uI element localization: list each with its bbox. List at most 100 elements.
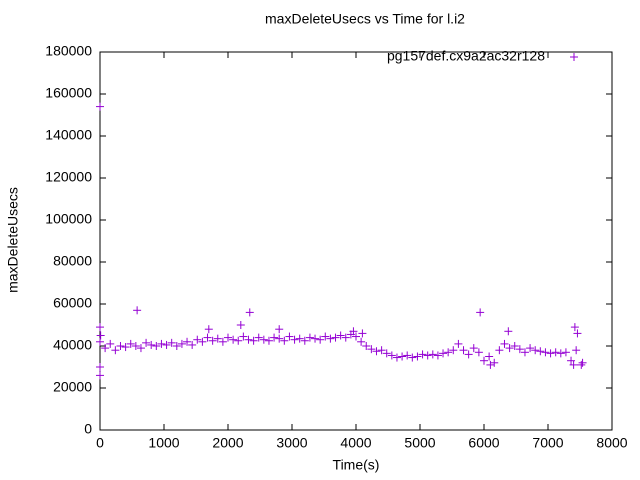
point [331,333,340,342]
point [264,336,273,345]
point [136,344,145,353]
point [485,352,494,361]
point [387,351,396,360]
point [96,337,104,346]
point [546,349,555,358]
point [259,335,268,344]
y-tick-label: 80000 [53,253,92,269]
y-tick-label: 160000 [45,85,92,101]
point [131,342,140,350]
point [229,335,238,344]
point [96,102,104,111]
point [316,335,325,344]
point [504,327,513,336]
point [116,342,125,350]
x-tick-label: 7000 [532,435,563,451]
point [183,337,192,346]
point [573,329,582,338]
y-tick-label: 0 [84,421,92,437]
point [188,340,197,349]
point [224,333,232,342]
point [526,344,535,353]
x-tick-label: 0 [96,435,104,451]
point [157,339,166,348]
x-tick-label: 1000 [148,435,179,451]
point [377,346,386,355]
point [341,333,350,342]
point [449,346,458,355]
point [290,335,299,344]
point [428,350,437,359]
point [469,344,478,353]
point [382,349,391,358]
point [167,338,176,347]
point [152,342,161,350]
point [142,338,151,347]
point [392,353,401,362]
y-tick-label: 100000 [45,211,92,227]
point [121,343,130,352]
point [520,348,529,357]
point [300,336,309,345]
point [577,360,586,369]
point [444,348,453,357]
point [570,323,579,332]
x-tick-label: 6000 [468,435,499,451]
point [480,356,488,365]
point [245,308,254,317]
point [372,347,381,356]
point [578,358,587,367]
point [474,348,483,357]
point [275,325,284,334]
point [423,351,432,360]
point [326,334,335,343]
point [275,334,284,343]
point [403,351,412,360]
point [572,346,581,355]
point [433,351,442,360]
x-tick-label: 3000 [276,435,307,451]
x-axis-label: Time(s) [333,457,380,473]
point [408,353,417,362]
plot-frame [99,51,613,431]
point [106,339,115,348]
point [285,332,294,341]
point [536,347,545,356]
point [249,336,258,345]
y-tick-label: 20000 [53,379,92,395]
point [244,335,253,344]
point [147,340,156,349]
point [505,344,514,353]
point [254,333,263,342]
point [96,363,104,371]
point [234,336,243,345]
point [349,327,358,336]
point [311,334,320,343]
point [464,350,473,359]
point [362,342,371,350]
point [96,323,104,332]
point [567,356,576,365]
point [569,360,578,369]
point [486,360,495,369]
point [367,345,376,354]
point [495,346,504,355]
point [204,325,213,334]
point [270,333,279,342]
point [561,348,570,357]
point [162,340,171,349]
y-tick-label: 180000 [45,43,92,59]
x-tick-label: 5000 [404,435,435,451]
point [96,371,104,380]
point [133,306,142,315]
y-tick-label: 40000 [53,337,92,353]
point [198,337,207,346]
point [531,346,540,355]
point [454,339,463,348]
point [556,349,565,358]
point [236,321,245,329]
point [541,348,550,357]
x-tick-label: 2000 [212,435,243,451]
point [510,342,519,350]
